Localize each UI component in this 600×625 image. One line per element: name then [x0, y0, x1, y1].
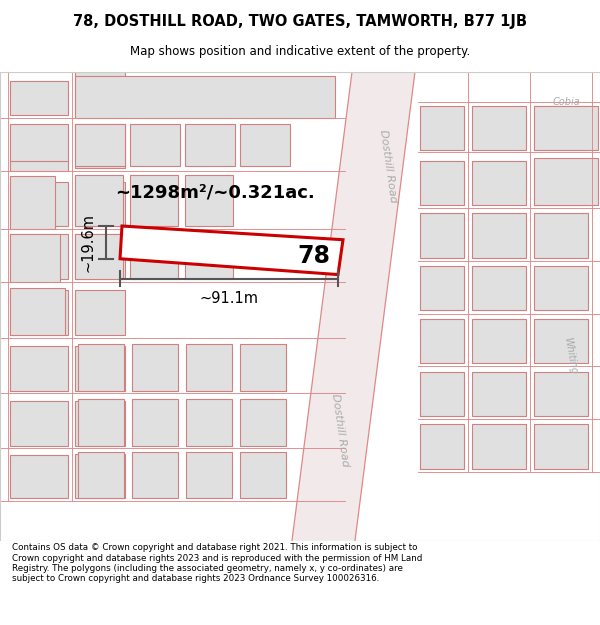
Bar: [420, 424, 464, 469]
Bar: [10, 455, 68, 498]
Bar: [75, 76, 335, 118]
Bar: [78, 344, 124, 391]
Bar: [10, 81, 68, 115]
Bar: [10, 291, 68, 335]
Bar: [130, 234, 178, 279]
Bar: [534, 266, 588, 311]
Bar: [10, 288, 65, 335]
Bar: [10, 176, 55, 229]
Bar: [186, 399, 232, 446]
Bar: [420, 319, 464, 363]
Bar: [75, 401, 125, 446]
Bar: [472, 319, 526, 363]
Bar: [185, 234, 233, 279]
Text: 78: 78: [297, 244, 330, 268]
Bar: [10, 161, 68, 171]
Bar: [75, 234, 123, 279]
Bar: [240, 399, 286, 446]
Text: Contains OS data © Crown copyright and database right 2021. This information is : Contains OS data © Crown copyright and d…: [12, 543, 422, 583]
Bar: [420, 106, 464, 150]
Bar: [420, 161, 464, 205]
Bar: [10, 401, 68, 446]
Bar: [75, 346, 125, 391]
Polygon shape: [292, 72, 415, 541]
Bar: [130, 176, 178, 226]
Bar: [472, 424, 526, 469]
Bar: [185, 124, 235, 166]
Polygon shape: [120, 226, 343, 274]
Text: Dosthill Road: Dosthill Road: [378, 129, 398, 203]
Bar: [10, 182, 68, 226]
Bar: [75, 454, 125, 498]
Bar: [10, 234, 60, 282]
Text: Whiting: Whiting: [562, 336, 578, 375]
Bar: [186, 344, 232, 391]
Bar: [472, 266, 526, 311]
Bar: [132, 452, 178, 498]
Bar: [75, 182, 125, 226]
Bar: [130, 124, 180, 166]
Bar: [534, 161, 588, 205]
Text: ~19.6m: ~19.6m: [81, 213, 96, 272]
Bar: [534, 106, 588, 150]
Bar: [472, 372, 526, 416]
Bar: [132, 399, 178, 446]
Bar: [534, 159, 598, 205]
Bar: [10, 346, 68, 391]
Bar: [78, 399, 124, 446]
Bar: [534, 213, 588, 258]
Bar: [240, 452, 286, 498]
Text: Cobia: Cobia: [552, 98, 580, 107]
Bar: [10, 234, 68, 279]
Bar: [534, 106, 598, 150]
Bar: [472, 106, 526, 150]
Bar: [420, 372, 464, 416]
Bar: [75, 124, 125, 168]
Bar: [534, 319, 588, 363]
Bar: [534, 372, 588, 416]
Bar: [472, 213, 526, 258]
Bar: [420, 213, 464, 258]
Text: 78, DOSTHILL ROAD, TWO GATES, TAMWORTH, B77 1JB: 78, DOSTHILL ROAD, TWO GATES, TAMWORTH, …: [73, 14, 527, 29]
Bar: [240, 124, 290, 166]
Bar: [534, 424, 588, 469]
Bar: [75, 71, 125, 115]
Bar: [75, 124, 125, 166]
Bar: [75, 176, 123, 226]
Text: Map shows position and indicative extent of the property.: Map shows position and indicative extent…: [130, 45, 470, 58]
Bar: [185, 176, 233, 226]
Bar: [132, 344, 178, 391]
Text: Dosthill Road: Dosthill Road: [330, 392, 350, 467]
Bar: [186, 452, 232, 498]
Text: ~91.1m: ~91.1m: [199, 291, 259, 306]
Bar: [472, 161, 526, 205]
Bar: [75, 291, 125, 335]
Bar: [420, 266, 464, 311]
Bar: [78, 452, 124, 498]
Bar: [10, 124, 68, 168]
Bar: [240, 344, 286, 391]
Bar: [75, 234, 125, 279]
Text: ~1298m²/~0.321ac.: ~1298m²/~0.321ac.: [115, 183, 315, 201]
